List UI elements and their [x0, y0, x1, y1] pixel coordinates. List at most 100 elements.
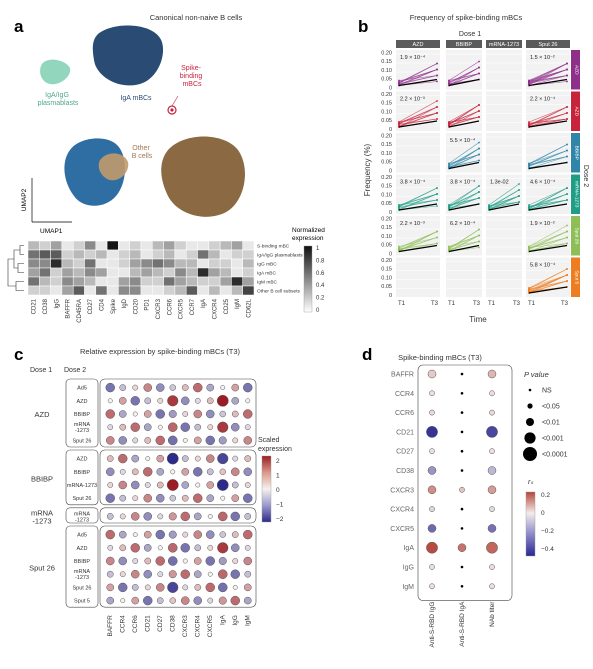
expression-dot	[130, 512, 140, 521]
correlation-dot	[457, 543, 467, 552]
facet-row-strip	[571, 216, 580, 256]
panel-c-title: Relative expression by spike-binding mBC…	[80, 347, 241, 356]
heatmap-cell	[118, 240, 130, 251]
trajectory-line	[528, 280, 568, 291]
expression-dot	[106, 455, 114, 462]
expression-dot	[168, 570, 177, 579]
panel-b-title: Frequency of spike-binding mBCs	[410, 13, 523, 22]
trajectory-line	[528, 106, 568, 123]
heatmap-row-label: S-binding mBC	[257, 243, 290, 249]
dose2-row-label: AZD	[77, 457, 88, 463]
heatmap-cell	[231, 240, 243, 251]
heatmap-cell	[50, 240, 63, 251]
expression-dot	[106, 513, 114, 520]
y-tick-label: 0.15	[381, 184, 392, 190]
trajectory-point	[448, 121, 450, 123]
heatmap-row-label: IgG mBC	[257, 261, 277, 267]
trajectory-point	[436, 236, 438, 239]
panel-c-legend-tick: 1	[276, 473, 280, 480]
heatmap-col-label: CCR6	[167, 298, 173, 315]
heatmap-legend-title: Normalized expression	[292, 227, 327, 242]
facet-header-label: AZD	[413, 42, 424, 48]
heatmap-col-label: CXCR4	[212, 298, 218, 319]
trajectory-point	[518, 195, 520, 197]
trajectory-line	[398, 100, 438, 123]
expression-dot	[119, 494, 127, 502]
expression-dot	[155, 493, 165, 503]
heatmap-cell	[50, 249, 63, 260]
expression-dot	[180, 396, 190, 406]
expression-dot	[207, 571, 213, 577]
trajectory-point	[478, 147, 480, 150]
expression-dot	[180, 569, 190, 579]
trajectory-line	[528, 187, 568, 206]
expression-dot	[166, 452, 179, 465]
expression-dot	[107, 482, 114, 488]
trajectory-point	[436, 80, 438, 83]
trajectory-point	[566, 118, 568, 120]
heatmap-cell	[61, 240, 74, 251]
trajectory-point	[566, 230, 568, 233]
heatmap-row-label: IgA/IgG plasmablasts	[257, 252, 303, 258]
trajectory-line	[488, 201, 520, 207]
correlation-dot	[459, 486, 465, 493]
expression-dot	[143, 493, 153, 503]
panel-d-row-label: CD38	[396, 468, 414, 475]
trajectory-line	[528, 274, 568, 293]
pvalue-legend-label: NS	[542, 388, 552, 395]
trajectory-line	[528, 156, 568, 166]
expression-dot	[193, 596, 203, 605]
panel-c-legend-tick: −1	[276, 502, 284, 509]
heatmap-cell	[61, 276, 74, 287]
trajectory-point	[566, 242, 568, 245]
panel-b-facets: AZD BBIBP mRNA-1273 Sput 26 AZD 1.9 × 10⁻⁴ 1.5…	[381, 40, 580, 307]
heatmap-cell	[106, 258, 119, 269]
trajectory-point	[528, 80, 530, 83]
expression-dot	[230, 511, 240, 522]
expression-dot	[206, 397, 214, 405]
heatmap-cell	[72, 240, 85, 251]
heatmap-cell	[197, 267, 210, 278]
heatmap-col-label: CD27	[88, 298, 94, 314]
trajectory-point	[398, 204, 400, 206]
expression-dot	[193, 493, 203, 503]
trajectory-point	[566, 112, 568, 114]
median-line	[398, 203, 438, 211]
dendrogram-branch	[17, 263, 24, 273]
heatmap-cell	[95, 249, 108, 260]
pvalue-legend-label: <0.05	[542, 404, 560, 411]
heatmap-cell	[197, 276, 210, 287]
heatmap-cell	[140, 258, 153, 269]
expression-dot	[244, 570, 252, 578]
heatmap-cell	[129, 240, 142, 251]
heatmap-col-labels: CD21 CD38 IgG BAFFR CD45RA CD27 CD4 Spike IgD CD2…	[32, 298, 253, 322]
heatmap-cell	[72, 258, 85, 269]
facet-row-label: AZD	[574, 65, 580, 75]
dotplot-col-label: BAFFR	[107, 615, 114, 637]
correlation-dot	[487, 369, 497, 379]
panel-d-row-label: IgG	[403, 565, 414, 572]
facet-row-strip	[571, 91, 580, 131]
correlation-dot-ns	[460, 449, 464, 453]
trajectory-line	[398, 75, 438, 85]
y-tick-label: 0.05	[381, 77, 392, 83]
dose2-row-label: BBIBP	[74, 559, 91, 565]
expression-dot	[244, 455, 252, 462]
trajectory-point	[436, 205, 438, 207]
trajectory-point	[478, 153, 480, 156]
expression-dot	[156, 454, 165, 463]
heatmap-cell	[208, 258, 221, 269]
trajectory-line	[448, 185, 480, 206]
trajectory-line	[448, 116, 480, 127]
facet-panel	[396, 133, 440, 173]
expression-dot	[231, 383, 240, 392]
expression-dot	[170, 469, 176, 475]
y-tick-label: 0.20	[381, 92, 392, 98]
dose2-row-label: mRNA	[74, 569, 91, 575]
panel-c-legend-title-line1: Scaled	[258, 437, 280, 444]
y-tick-label: 0	[389, 293, 392, 299]
dendrogram-branch	[13, 249, 20, 269]
heatmap-cell	[72, 249, 85, 260]
panel-c-dose2: Dose 2	[64, 367, 86, 374]
heatmap-legend-bar	[303, 245, 313, 313]
